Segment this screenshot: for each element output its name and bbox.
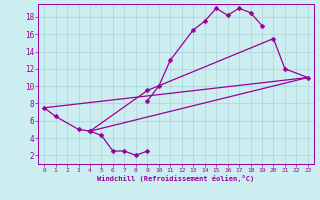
X-axis label: Windchill (Refroidissement éolien,°C): Windchill (Refroidissement éolien,°C) — [97, 175, 255, 182]
